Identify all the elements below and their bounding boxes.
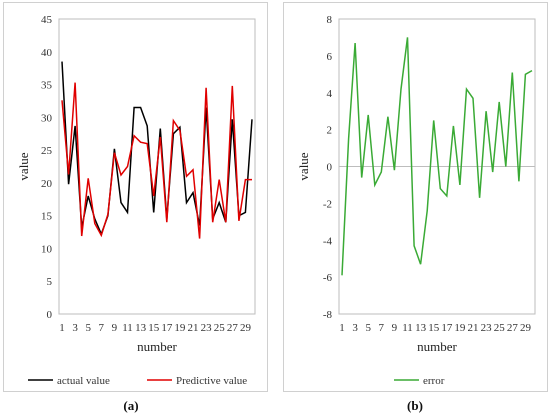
x-tick-label: 29 <box>240 322 252 334</box>
x-tick-label: 25 <box>494 322 506 334</box>
x-tick-label: 15 <box>428 322 440 334</box>
y-tick-label: 40 <box>41 47 53 59</box>
y-tick-label: 8 <box>327 14 333 26</box>
x-tick-label: 5 <box>85 322 91 334</box>
x-tick-label: 11 <box>402 322 413 334</box>
y-tick-label: 2 <box>327 125 333 137</box>
x-tick-label: 19 <box>174 322 186 334</box>
plot-area-frame <box>58 18 256 315</box>
x-tick-label: 13 <box>415 322 427 334</box>
y-tick-label: 20 <box>41 178 53 190</box>
y-tick-label: 0 <box>47 309 53 321</box>
x-tick-label: 21 <box>188 322 199 334</box>
x-tick-label: 9 <box>112 322 118 334</box>
y-tick-label: -6 <box>323 272 333 284</box>
y-tick-label: 15 <box>41 211 53 223</box>
panel-caption-b: (b) <box>407 398 423 413</box>
x-tick-label: 1 <box>59 322 65 334</box>
y-tick-label: 4 <box>327 88 333 100</box>
legend-label: error <box>423 375 445 387</box>
y-tick-label: 25 <box>41 145 53 157</box>
x-axis-title: number <box>417 339 457 354</box>
panel-caption-a: (a) <box>123 398 139 413</box>
x-tick-label: 23 <box>481 322 493 334</box>
x-tick-label: 15 <box>148 322 160 334</box>
y-tick-label: 5 <box>47 276 53 288</box>
series-line-error <box>341 37 533 276</box>
y-axis-title: value <box>296 152 311 180</box>
chart-panel-b: -8 -6 -4 -2 0 2 4 6 8 1 3 5 7 9 11 13 15 17 19 21 23 25 27 29 nu… <box>283 2 548 392</box>
y-tick-label: 45 <box>41 14 53 26</box>
x-tick-label: 3 <box>72 322 78 334</box>
x-tick-label: 27 <box>227 322 239 334</box>
x-tick-label: 23 <box>201 322 213 334</box>
y-tick-label: 35 <box>41 80 53 92</box>
x-tick-label: 21 <box>468 322 479 334</box>
x-tick-label: 5 <box>365 322 371 334</box>
x-tick-label: 19 <box>454 322 466 334</box>
y-tick-label: 30 <box>41 112 53 124</box>
y-tick-label: 10 <box>41 243 53 255</box>
chart-panel-a: 0 5 10 15 20 25 30 35 40 45 1 3 5 7 9 11 13 15 17 19 21 23 25 2… <box>3 2 268 392</box>
y-tick-label: -4 <box>323 235 333 247</box>
x-tick-label: 7 <box>99 322 105 334</box>
x-tick-label: 27 <box>507 322 519 334</box>
x-axis-title: number <box>137 339 177 354</box>
x-tick-label: 9 <box>392 322 398 334</box>
y-tick-label: -2 <box>323 198 332 210</box>
legend-label: actual value <box>57 375 110 387</box>
series-line-predictive-value <box>61 82 252 239</box>
x-tick-label: 17 <box>441 322 453 334</box>
x-tick-label: 11 <box>122 322 133 334</box>
x-tick-label: 29 <box>520 322 532 334</box>
x-tick-label: 1 <box>339 322 345 334</box>
x-tick-label: 7 <box>379 322 385 334</box>
x-tick-label: 17 <box>161 322 173 334</box>
legend-label: Predictive value <box>176 375 247 387</box>
x-tick-label: 25 <box>214 322 226 334</box>
y-axis-title: value <box>16 152 31 180</box>
y-tick-label: -8 <box>323 309 333 321</box>
y-tick-label: 0 <box>327 162 333 174</box>
x-tick-label: 13 <box>135 322 147 334</box>
y-tick-label: 6 <box>327 51 333 63</box>
x-tick-label: 3 <box>352 322 358 334</box>
